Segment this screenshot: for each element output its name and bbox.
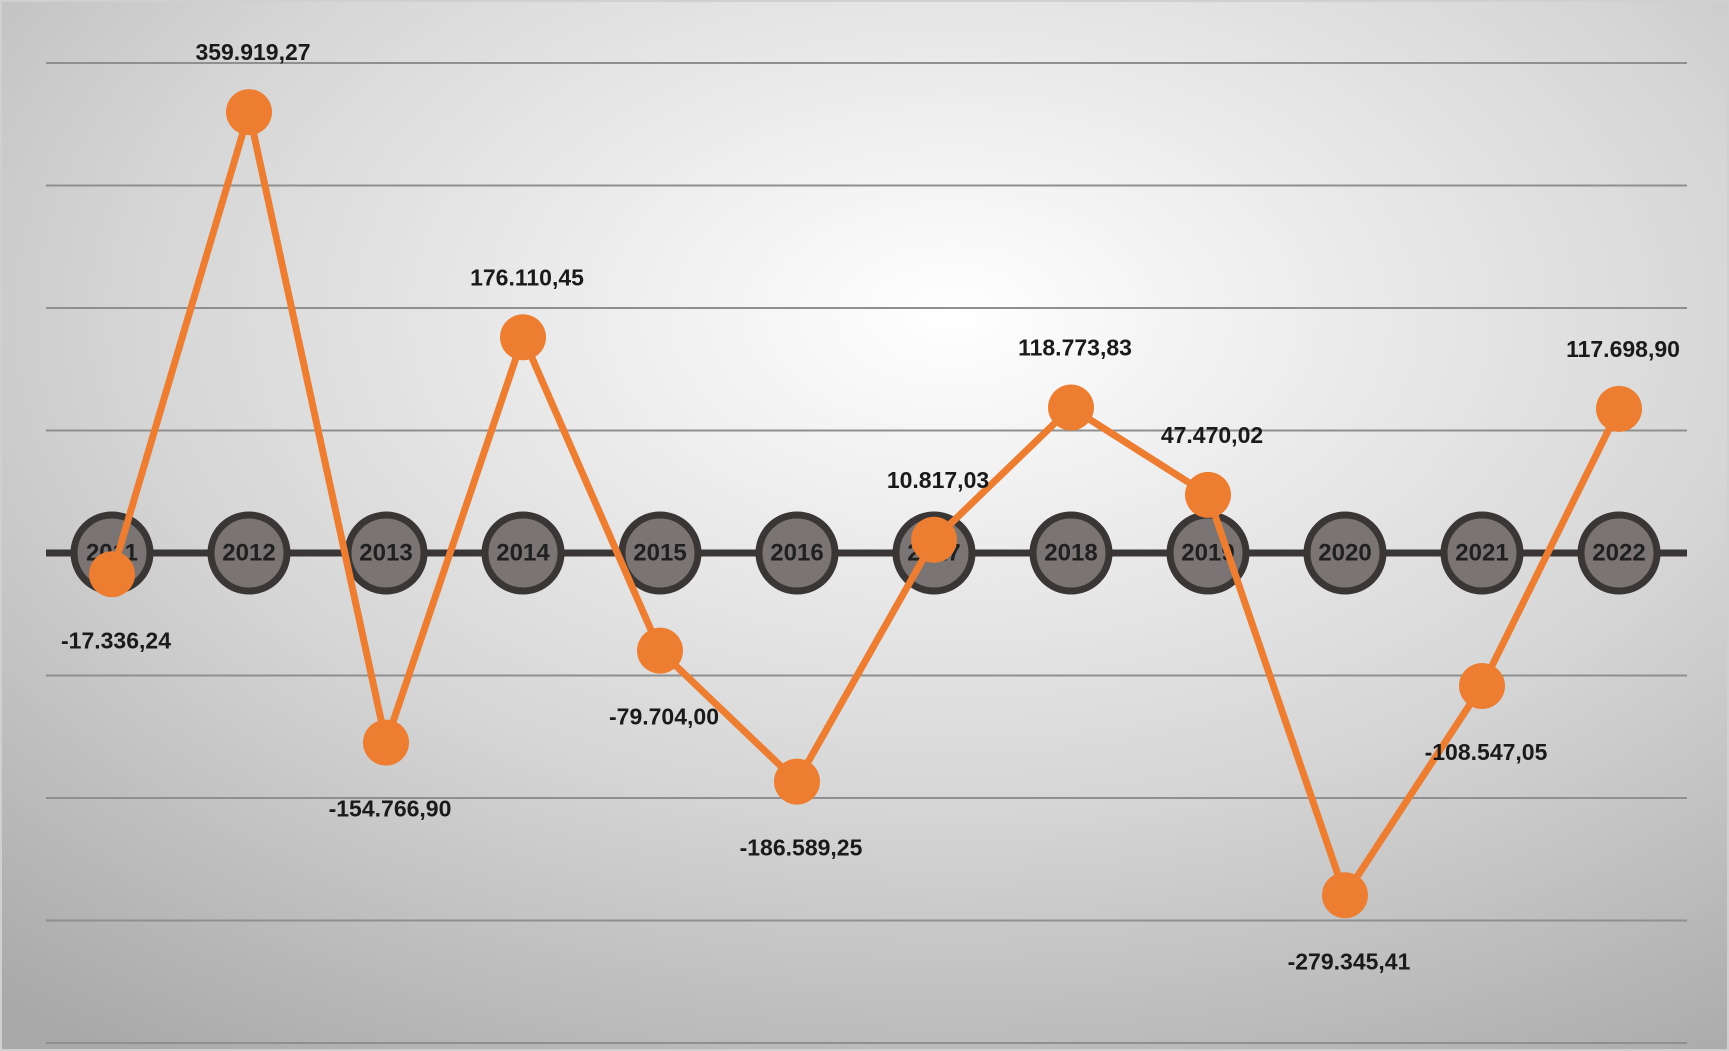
- data-point: [1459, 662, 1505, 709]
- category-badge: [1029, 511, 1113, 595]
- x-tick-label: 2012: [222, 539, 275, 566]
- data-label: -279.345,41: [1288, 948, 1411, 974]
- data-point: [500, 314, 546, 361]
- data-point: [774, 758, 820, 805]
- data-point: [1596, 385, 1642, 432]
- category-badge: [755, 511, 839, 595]
- data-label: -186.589,25: [740, 835, 863, 861]
- data-label: 117.698,90: [1566, 336, 1680, 362]
- data-label: -154.766,90: [329, 796, 452, 822]
- x-tick-label: 2022: [1592, 539, 1645, 566]
- x-tick-label: 2021: [1455, 539, 1508, 566]
- data-label: -17.336,24: [61, 627, 171, 653]
- x-tick-label: 2018: [1044, 539, 1097, 566]
- data-point: [637, 627, 683, 674]
- data-point: [1322, 872, 1368, 919]
- data-label: 10.817,03: [887, 467, 989, 493]
- x-tick-label: 2015: [633, 539, 686, 566]
- category-badge: [1440, 511, 1524, 595]
- data-label: -108.547,05: [1425, 739, 1548, 765]
- data-point: [363, 719, 409, 766]
- data-point: [226, 89, 272, 136]
- data-label: 176.110,45: [470, 264, 584, 290]
- data-point: [911, 516, 957, 563]
- series-line: [108, 108, 1623, 899]
- data-label: 118.773,83: [1018, 335, 1132, 361]
- x-tick-label: 2020: [1318, 539, 1371, 566]
- category-badge: [618, 511, 702, 595]
- x-tick-label: 2014: [496, 539, 550, 566]
- data-label: -79.704,00: [609, 704, 719, 730]
- x-tick-label: 2013: [359, 539, 412, 566]
- x-tick-label: 2016: [770, 539, 823, 566]
- category-badge: [481, 511, 565, 595]
- category-badge: [1577, 511, 1661, 595]
- data-point: [1185, 471, 1231, 518]
- data-label: 47.470,02: [1161, 422, 1263, 448]
- data-point: [89, 551, 135, 598]
- data-point: [1048, 384, 1094, 431]
- category-badge: [1303, 511, 1387, 595]
- data-label: 359.919,27: [195, 39, 310, 65]
- category-badge: [207, 511, 291, 595]
